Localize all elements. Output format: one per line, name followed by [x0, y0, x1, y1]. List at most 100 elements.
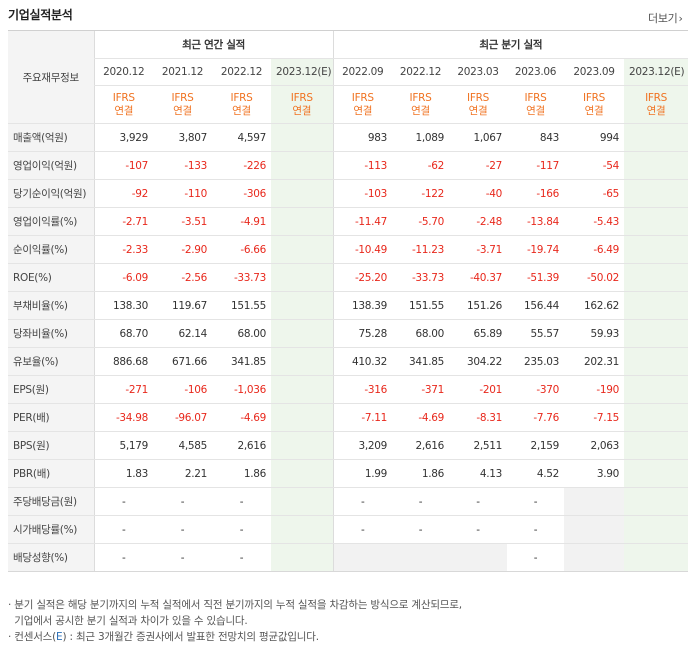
table-cell: -4.69 [392, 403, 449, 432]
table-cell: -117 [507, 151, 564, 180]
table-cell: 886.68 [93, 347, 153, 376]
table-cell: -40.37 [449, 263, 507, 292]
ifrs-line2: 연결 [292, 104, 312, 117]
table-cell: -3.71 [449, 235, 507, 264]
table-cell [624, 347, 689, 376]
table-cell [624, 403, 689, 432]
table-cell: -5.70 [392, 207, 449, 236]
table-cell: -201 [449, 375, 507, 404]
table-row: 영업이익(억원) -107 -133 -226 -113 -62 -27 -117 -54 [8, 151, 689, 180]
table-cell: 2,616 [212, 431, 271, 460]
table-cell: - [392, 515, 449, 544]
table-cell: -190 [564, 375, 624, 404]
ifrs-line2: 연결 [411, 104, 430, 117]
table-cell: 1.83 [93, 459, 153, 488]
table-cell: -33.73 [212, 263, 271, 292]
table-body: 주요재무정보 최근 연간 실적 최근 분기 실적 2020.12 2021.12 2… [8, 30, 689, 572]
row-label: 영업이익률(%) [8, 207, 94, 236]
table-cell: 151.26 [449, 291, 507, 320]
table-row: PER(배) -34.98 -96.07 -4.69 -7.11 -4.69 -8.31 -7… [8, 403, 689, 432]
table-cell: -4.91 [212, 207, 271, 236]
table-cell: 4,585 [153, 431, 212, 460]
table-cell: -106 [153, 375, 212, 404]
footnote-3-suffix: ) : 최근 3개월간 증권사에서 발표한 전망치의 평균값입니다. [62, 631, 319, 643]
ifrs-line1: IFRS [467, 91, 489, 104]
table-cell [624, 235, 689, 264]
ifrs-line1: IFRS [230, 91, 253, 104]
table-cell: - [392, 487, 449, 516]
ifrs-line1: IFRS [409, 91, 432, 104]
table-cell: 3,209 [332, 431, 392, 460]
table-cell: -306 [212, 179, 271, 208]
table-cell [624, 207, 689, 236]
table-cell: - [507, 543, 564, 572]
ifrs-label: IFRS 연결 [624, 85, 689, 124]
table-cell: -316 [332, 375, 392, 404]
table-cell: 4,597 [212, 123, 271, 152]
row-label: ROE(%) [8, 263, 94, 292]
table-cell: 62.14 [153, 319, 212, 348]
table-cell [271, 543, 333, 572]
table-cell: 68.00 [212, 319, 271, 348]
table-cell: 235.03 [507, 347, 564, 376]
table-cell [271, 235, 333, 264]
table-row: EPS(원) -271 -106 -1,036 -316 -371 -201 -370 -190 [8, 375, 689, 404]
table-cell [271, 347, 333, 376]
chevron-right-icon: › [678, 12, 683, 25]
table-cell [271, 123, 333, 152]
table-cell: -113 [332, 151, 392, 180]
row-label: 매출액(억원) [8, 123, 94, 152]
table-cell [624, 291, 689, 320]
table-cell: -6.09 [93, 263, 153, 292]
table-cell: -2.48 [449, 207, 507, 236]
table-cell: 138.30 [93, 291, 153, 320]
more-link[interactable]: 더보기› [648, 10, 683, 26]
table-cell [624, 179, 689, 208]
table-cell: 2,616 [392, 431, 449, 460]
table-cell: -62 [392, 151, 449, 180]
table-cell: 994 [564, 123, 624, 152]
ifrs-line1: IFRS [112, 91, 135, 104]
table-cell: 2,511 [449, 431, 507, 460]
table-cell: 410.32 [332, 347, 392, 376]
table-cell: -6.66 [212, 235, 271, 264]
ifrs-label: IFRS 연결 [271, 85, 333, 124]
footnotes: · 분기 실적은 해당 분기까지의 누적 실적에서 직전 분기까지의 누적 실적… [8, 597, 462, 645]
section-title: 기업실적분석 [8, 8, 73, 22]
table-cell: 341.85 [212, 347, 271, 376]
table-cell: -96.07 [153, 403, 212, 432]
table-cell: -2.90 [153, 235, 212, 264]
table-row: 부채비율(%) 138.30 119.67 151.55 138.39 151.55 151… [8, 291, 689, 320]
table-cell: -4.69 [212, 403, 271, 432]
table-cell: -19.74 [507, 235, 564, 264]
ifrs-label: IFRS 연결 [507, 85, 564, 124]
table-cell: -2.71 [93, 207, 153, 236]
ifrs-line2: 연결 [353, 104, 373, 117]
table-cell: - [212, 515, 271, 544]
table-cell: -40 [449, 179, 507, 208]
table-cell: 119.67 [153, 291, 212, 320]
period-header: 2020.12 [93, 58, 153, 86]
table-cell [271, 515, 333, 544]
ifrs-line1: IFRS [524, 91, 547, 104]
table-cell: -27 [449, 151, 507, 180]
row-label: 부채비율(%) [8, 291, 94, 320]
ifrs-line2: 연결 [584, 104, 604, 117]
table-cell [624, 151, 689, 180]
quarter-group-header: 최근 분기 실적 [332, 30, 689, 59]
ifrs-label: IFRS 연결 [153, 85, 212, 124]
table-cell: -271 [93, 375, 153, 404]
ifrs-line2: 연결 [173, 104, 192, 117]
period-header: 2021.12 [153, 58, 212, 86]
period-header: 2022.12 [392, 58, 449, 86]
row-label: BPS(원) [8, 431, 94, 460]
table-row: 당좌비율(%) 68.70 62.14 68.00 75.28 68.00 65.89 55.… [8, 319, 689, 348]
annual-group-header: 최근 연간 실적 [93, 30, 333, 59]
table-cell: - [449, 487, 507, 516]
ifrs-line2: 연결 [232, 104, 251, 117]
table-cell: -50.02 [564, 263, 624, 292]
table-cell: -371 [392, 375, 449, 404]
financial-table: 주요재무정보 최근 연간 실적 최근 분기 실적 2020.12 2021.12 2… [8, 30, 689, 572]
table-cell: -166 [507, 179, 564, 208]
row-label: 순이익률(%) [8, 235, 94, 264]
